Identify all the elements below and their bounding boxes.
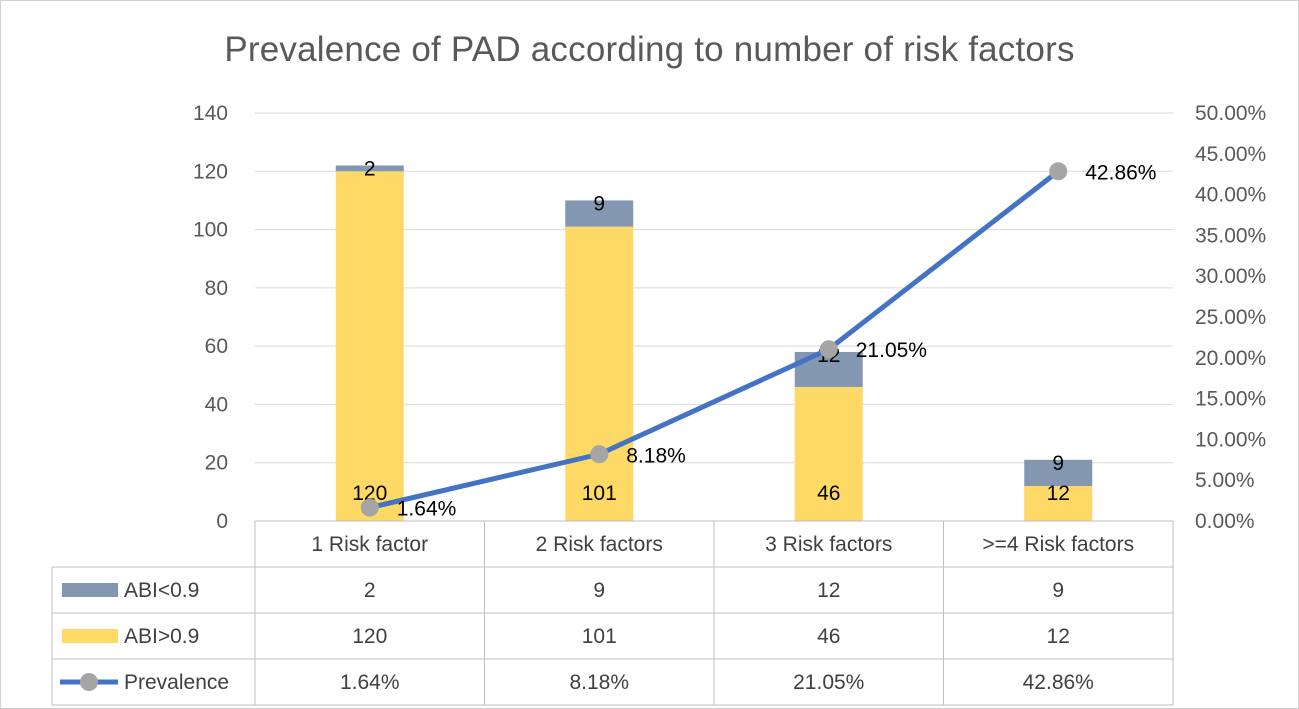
bar-abi-gt-0-9 <box>335 171 404 522</box>
table-cell: 1.64% <box>340 671 400 694</box>
table-cell: 12 <box>817 579 840 602</box>
bar-abi-lt-0-9 <box>565 200 634 227</box>
bar-abi-gt-0-9 <box>1024 486 1093 521</box>
y2-tick-label: 0.00% <box>1195 510 1255 533</box>
data-label-abi-gt-0-9: 101 <box>582 482 617 505</box>
data-label-abi-lt-0-9: 9 <box>1052 452 1064 475</box>
x-category-label: 1 Risk factor <box>311 533 428 556</box>
y-tick-label: 100 <box>193 219 228 242</box>
prevalence-line <box>369 169 1060 511</box>
data-label-prevalence: 21.05% <box>856 339 927 362</box>
y2-tick-label: 45.00% <box>1195 143 1266 166</box>
bar-abi-lt-0-9 <box>335 165 404 172</box>
data-label-abi-lt-0-9: 9 <box>593 192 605 215</box>
prevalence-marker <box>590 445 609 464</box>
table-cell: 2 <box>364 579 376 602</box>
prevalence-marker <box>1049 162 1068 181</box>
x-category-label: 2 Risk factors <box>536 533 663 556</box>
data-label-prevalence: 1.64% <box>397 498 457 521</box>
legend-label: ABI<0.9 <box>124 579 199 602</box>
data-label-abi-lt-0-9: 2 <box>364 157 376 180</box>
legend-label: Prevalence <box>124 671 229 694</box>
y2-tick-label: 50.00% <box>1195 102 1266 125</box>
legend-key-abi-lt-0-9 <box>62 583 118 597</box>
y-tick-label: 60 <box>205 335 228 358</box>
y-tick-label: 120 <box>193 160 228 183</box>
y2-tick-label: 35.00% <box>1195 224 1266 247</box>
data-label-prevalence: 8.18% <box>626 444 686 467</box>
y2-tick-label: 15.00% <box>1195 388 1266 411</box>
data-label-abi-gt-0-9: 120 <box>352 482 387 505</box>
bar-abi-gt-0-9 <box>794 386 863 521</box>
chart-title: Prevalence of PAD according to number of… <box>224 30 1075 69</box>
data-label-prevalence: 42.86% <box>1085 161 1156 184</box>
y-tick-label: 0 <box>216 510 228 533</box>
legend-marker-prevalence <box>80 673 98 691</box>
legend-key-abi-gt-0-9 <box>62 629 118 643</box>
table-cell: 46 <box>817 625 840 648</box>
legend-label: ABI>0.9 <box>124 625 199 648</box>
bar-abi-gt-0-9 <box>565 226 634 521</box>
table-cell: 9 <box>1052 579 1064 602</box>
table-cell: 42.86% <box>1023 671 1094 694</box>
table-cell: 21.05% <box>793 671 864 694</box>
table-cell: 101 <box>582 625 617 648</box>
y2-tick-label: 20.00% <box>1195 347 1266 370</box>
y-tick-label: 40 <box>205 393 228 416</box>
y2-tick-label: 10.00% <box>1195 428 1266 451</box>
bar-abi-lt-0-9 <box>1024 459 1093 487</box>
y2-tick-label: 5.00% <box>1195 469 1255 492</box>
table-cell: 9 <box>593 579 605 602</box>
table-cell: 120 <box>352 625 387 648</box>
y2-tick-label: 30.00% <box>1195 265 1266 288</box>
y-tick-label: 20 <box>205 452 228 475</box>
prevalence-marker <box>360 498 379 517</box>
x-category-label: 3 Risk factors <box>765 533 892 556</box>
data-label-abi-gt-0-9: 46 <box>817 482 840 505</box>
y2-tick-label: 25.00% <box>1195 306 1266 329</box>
table-cell: 12 <box>1047 625 1070 648</box>
prevalence-marker <box>819 340 838 359</box>
y-tick-label: 80 <box>205 277 228 300</box>
data-label-abi-gt-0-9: 12 <box>1047 482 1070 505</box>
y-tick-label: 140 <box>193 102 228 125</box>
table-cell: 8.18% <box>569 671 629 694</box>
x-category-label: >=4 Risk factors <box>982 533 1134 556</box>
y2-tick-label: 40.00% <box>1195 184 1266 207</box>
